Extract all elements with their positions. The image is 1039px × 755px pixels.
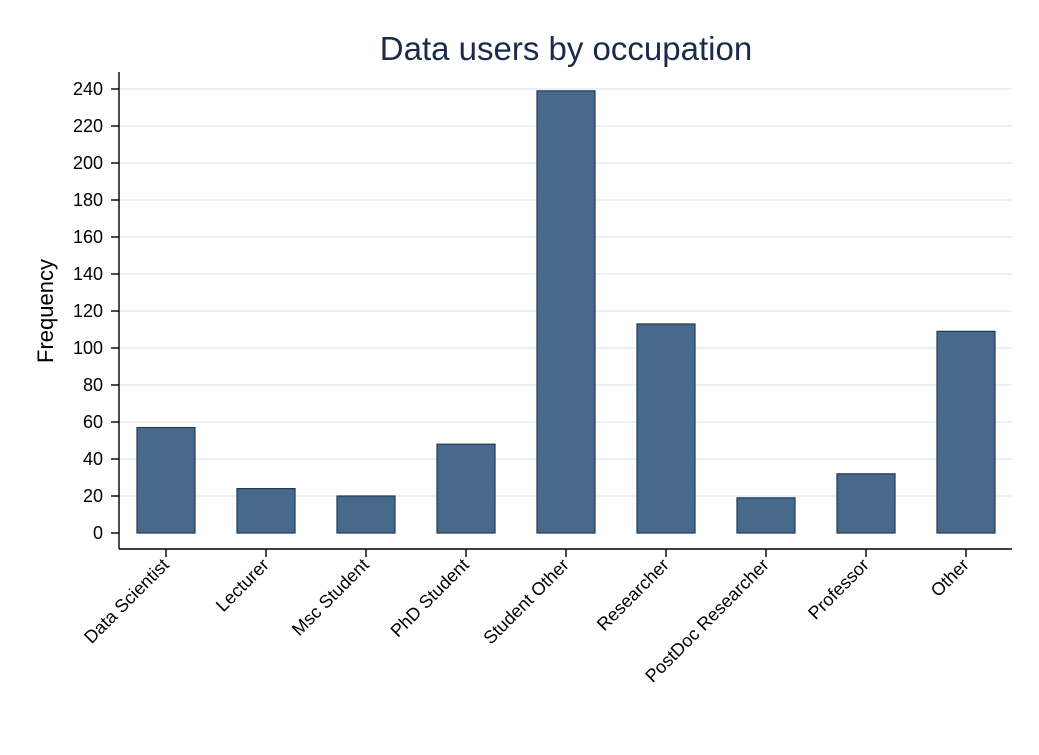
y-axis-ticks: 0 20 40 60 80 100 120 140 160 180 200 220 240 (73, 79, 119, 543)
y-axis-title: Frequency (33, 259, 58, 363)
bars (136, 90, 996, 534)
y-tick-label: 140 (73, 264, 103, 284)
y-tick-label: 200 (73, 153, 103, 173)
y-tick-label: 40 (83, 449, 103, 469)
x-tick-label: Other (927, 555, 973, 601)
chart-title: Data users by occupation (380, 30, 752, 67)
bar (536, 90, 596, 534)
y-tick-label: 60 (83, 412, 103, 432)
y-tick-label: 220 (73, 116, 103, 136)
bar (836, 473, 896, 534)
y-tick-label: 240 (73, 79, 103, 99)
bar (136, 426, 196, 534)
bar (636, 323, 696, 534)
y-tick-label: 0 (93, 523, 103, 543)
bar (236, 488, 296, 534)
x-tick-label: Professor (804, 555, 873, 624)
y-tick-label: 20 (83, 486, 103, 506)
x-tick-label: Data Scientist (80, 555, 173, 648)
x-axis-ticks: Data Scientist Lecturer Msc Student PhD Stu… (80, 549, 973, 686)
bar (436, 443, 496, 534)
y-tick-label: 80 (83, 375, 103, 395)
x-tick-label: PhD Student (387, 555, 473, 641)
x-tick-label: Student Other (479, 555, 572, 648)
y-tick-label: 120 (73, 301, 103, 321)
bar (736, 497, 796, 534)
x-tick-label: Lecturer (212, 555, 273, 616)
bar (336, 495, 396, 534)
x-tick-label: Msc Student (288, 555, 373, 640)
y-tick-label: 160 (73, 227, 103, 247)
y-tick-label: 100 (73, 338, 103, 358)
x-tick-label: Researcher (593, 555, 673, 635)
y-tick-label: 180 (73, 190, 103, 210)
bar (936, 330, 996, 534)
